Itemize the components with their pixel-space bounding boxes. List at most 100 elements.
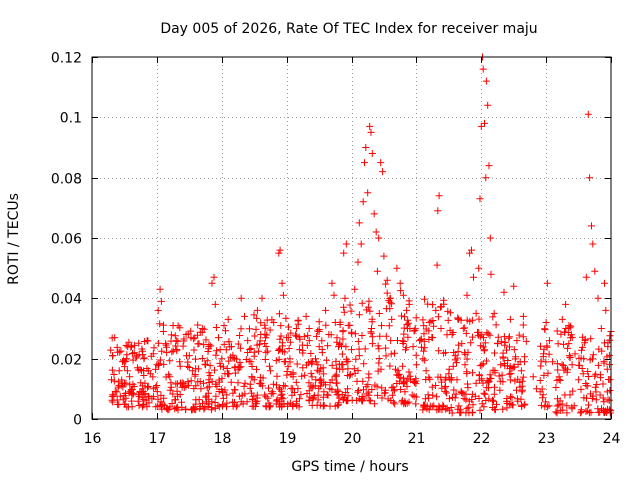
data-point	[213, 383, 221, 390]
data-point	[511, 377, 519, 385]
data-point	[344, 372, 352, 379]
data-point	[365, 396, 373, 404]
data-point	[597, 374, 605, 382]
data-point	[481, 390, 489, 398]
data-point	[513, 386, 520, 394]
data-point	[330, 291, 338, 299]
data-point	[412, 393, 420, 401]
data-point	[289, 373, 297, 381]
data-point	[479, 65, 487, 73]
data-point	[344, 365, 352, 373]
data-point	[519, 312, 527, 320]
data-point	[331, 372, 339, 380]
data-point	[182, 331, 190, 338]
data-point	[358, 393, 366, 400]
data-point	[325, 331, 333, 338]
data-point	[111, 334, 119, 342]
data-point	[212, 392, 220, 400]
data-point	[339, 335, 347, 343]
data-point	[143, 337, 151, 345]
data-point	[285, 345, 293, 352]
data-point	[481, 346, 489, 354]
data-point	[399, 340, 407, 347]
data-point	[338, 361, 346, 369]
data-point	[564, 344, 572, 352]
data-point	[382, 280, 390, 288]
data-point	[507, 393, 514, 401]
data-point	[265, 384, 272, 392]
data-point	[446, 375, 454, 383]
data-point	[449, 362, 457, 370]
x-axis-title: GPS time / hours	[291, 459, 408, 475]
data-point	[158, 347, 166, 355]
data-point	[386, 362, 394, 370]
data-point	[178, 403, 186, 411]
data-point	[358, 396, 365, 404]
data-point	[403, 382, 411, 390]
data-point	[489, 396, 496, 404]
data-point	[157, 402, 165, 410]
data-point	[299, 349, 307, 357]
data-point	[333, 338, 341, 346]
data-point	[148, 395, 156, 403]
data-point	[307, 369, 315, 377]
data-point	[272, 397, 280, 405]
data-point	[240, 382, 248, 390]
data-point	[171, 332, 179, 340]
data-point	[320, 402, 328, 409]
data-point	[253, 391, 261, 399]
data-point	[355, 219, 363, 227]
data-point	[263, 331, 271, 339]
data-point	[569, 387, 577, 395]
data-point	[553, 327, 561, 335]
data-point	[191, 334, 199, 342]
data-point	[273, 372, 281, 380]
data-point	[558, 400, 566, 408]
data-point	[412, 351, 420, 359]
data-point	[219, 394, 227, 402]
data-point	[204, 348, 212, 355]
data-point	[156, 320, 164, 328]
data-point	[450, 349, 458, 356]
data-point	[192, 355, 199, 363]
data-point	[562, 300, 570, 308]
data-point	[378, 384, 386, 392]
data-point	[479, 360, 487, 368]
data-point	[476, 406, 484, 414]
data-point	[469, 333, 476, 341]
data-point	[404, 333, 412, 341]
data-point	[378, 394, 386, 402]
data-point	[113, 388, 121, 396]
data-point	[495, 372, 503, 380]
data-point	[455, 315, 462, 323]
data-point	[465, 403, 473, 411]
data-point	[339, 396, 347, 404]
data-point	[282, 314, 290, 322]
data-point	[322, 381, 330, 389]
data-point	[339, 327, 347, 335]
data-point	[404, 316, 412, 324]
y-tick-label: 0	[73, 413, 82, 429]
data-point	[257, 319, 265, 327]
data-point	[399, 362, 407, 370]
data-point	[500, 288, 508, 296]
data-point	[481, 119, 488, 127]
data-point	[273, 381, 280, 389]
grid-lines	[92, 57, 611, 419]
data-point	[464, 380, 471, 388]
data-point	[462, 396, 470, 404]
data-point	[287, 329, 295, 337]
x-tick-label: 19	[279, 431, 297, 447]
data-point	[237, 325, 245, 333]
data-point	[234, 379, 242, 387]
data-point	[483, 329, 491, 337]
data-point	[506, 315, 514, 323]
data-point	[482, 397, 490, 404]
data-point	[343, 358, 351, 366]
data-point	[445, 370, 453, 378]
data-point	[435, 405, 443, 413]
data-point	[536, 377, 544, 384]
data-point	[305, 379, 313, 387]
data-point	[264, 394, 272, 402]
data-point	[396, 279, 404, 287]
